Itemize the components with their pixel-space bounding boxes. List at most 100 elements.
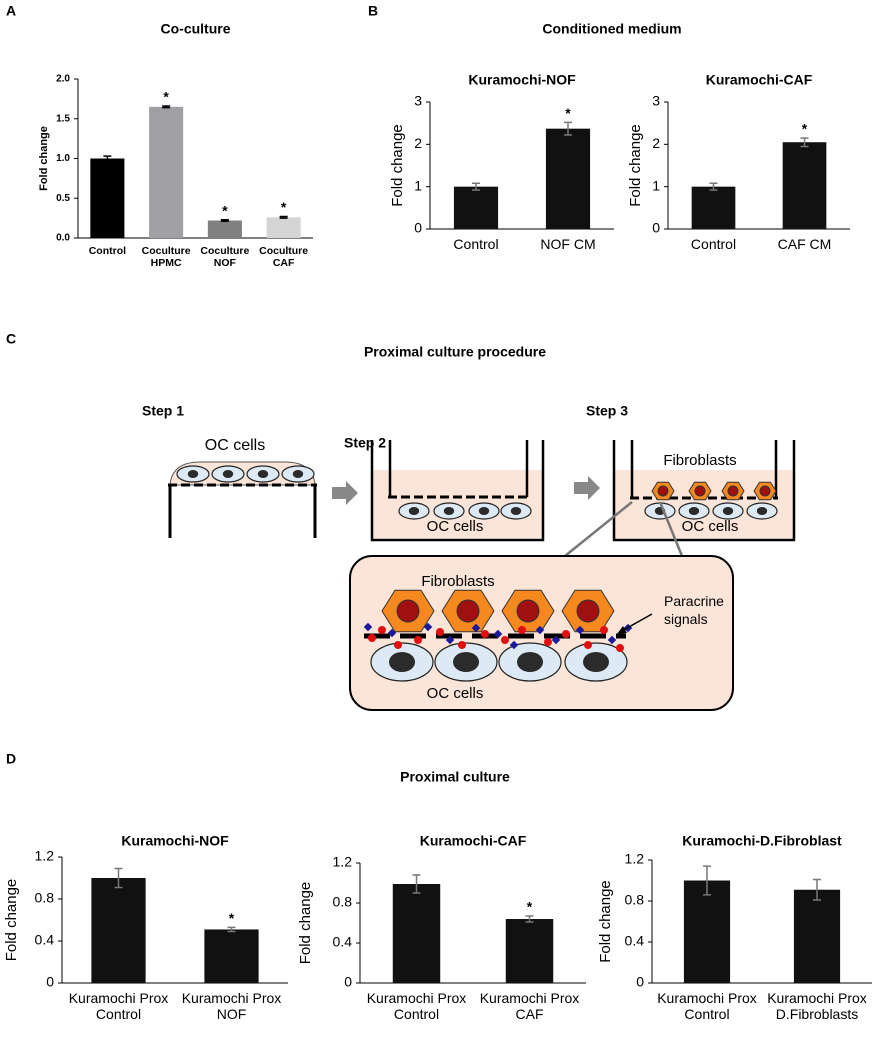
nucleus [759,485,771,497]
step-label: Step 3 [586,403,628,419]
y-tick-label: 0.5 [56,193,70,204]
chart: Kuramochi-NOF Fold change 0 0.4 0.8 1.2 * [3,833,288,990]
signal-diamond [535,625,545,635]
error-bar [412,874,421,894]
significance: * [527,899,533,915]
chart-title: Co-culture [161,21,231,37]
cell-label: OC cells [427,685,484,702]
group-title: Proximal culture [400,769,510,785]
error-bar [114,867,123,889]
zoom-line [564,501,684,557]
signal-dot [600,626,608,634]
y-tick-label: 0 [46,974,54,990]
signal-diamond [363,622,373,632]
bar [91,878,146,983]
chart: Kuramochi-CAF Fold change 0 0.4 0.8 1.2 * [297,833,586,990]
nucleus [257,470,269,478]
arrow [574,476,600,500]
y-tick-label: 2.0 [56,74,70,85]
error-bar [800,137,809,148]
nucleus [389,652,415,672]
chart-title: Kuramochi-CAF [706,72,813,88]
y-tick-label: 1.0 [56,153,70,164]
x-tick-label: Kuramochi Prox Control [68,990,169,1023]
x-tick-label: Control [88,245,127,257]
nucleus [756,507,768,515]
group-title: Conditioned medium [542,21,681,37]
cell-label: OC cells [205,437,265,454]
significance: * [802,121,808,137]
y-axis-label: Fold change [627,124,644,207]
x-tick-label: Control [453,236,499,252]
well [370,440,545,542]
y-tick-label: 0.4 [333,934,353,950]
bar [505,919,554,983]
x-tick-label: Control [690,236,737,252]
y-tick-label: 1.2 [625,851,645,867]
signal-dot [501,636,509,644]
y-tick-label: 2 [652,135,660,151]
y-tick-label: 0 [344,974,352,990]
significance: * [565,105,571,121]
signal-diamond [493,629,503,639]
bar [691,186,736,229]
signal-dot [616,644,624,652]
signal-diamond [551,635,561,645]
cell-label: OC cells [682,518,739,535]
error-bar [103,155,112,162]
signal-dot [562,630,570,638]
error-bar [813,878,821,901]
y-tick-label: 1 [652,177,660,193]
bar [207,220,242,238]
nucleus [694,485,706,497]
signal-diamond [607,635,617,645]
error-bar [279,215,288,219]
chart: Co-culture Fold change 0.0 0.5 1.0 1.5 2.0 * * * [38,21,313,244]
signal-dot [414,636,422,644]
nucleus [688,507,700,515]
nucleus [657,485,669,497]
signal-dot [458,641,466,649]
y-axis-label: Fold change [297,882,314,965]
signal-diamond [445,635,455,645]
signal-diamond [471,623,481,633]
chart: Kuramochi-D.Fibroblast Fold change 0 0.4 0.8… [597,833,872,990]
significance: * [281,199,287,215]
arrow [332,481,358,505]
x-tick-label: Coculture CAF [259,245,309,270]
nucleus [222,470,234,478]
signal-diamond [509,640,519,650]
significance: * [229,910,235,926]
nucleus [576,599,600,623]
bar [782,142,827,229]
y-axis-label: Fold change [38,126,50,191]
error-bar [220,218,229,223]
cell-label: Fibroblasts [421,573,494,590]
nucleus [292,470,304,478]
x-tick-label: Kuramochi Prox NOF [181,990,282,1023]
chart-title: Kuramochi-CAF [420,833,527,849]
y-tick-label: 3 [414,93,422,109]
panel-letters: A B C D [6,3,378,767]
panel-letter: C [6,331,16,347]
x-tick-label: Coculture NOF [200,245,250,270]
arrow-head [617,626,627,634]
chart: Kuramochi-CAF Fold change 0 1 2 3 * [627,72,850,236]
panel-letter: D [6,751,16,767]
y-axis-label: Fold change [3,879,20,962]
error-bar [564,121,572,136]
nucleus [478,507,490,515]
y-tick-label: 0.8 [35,890,55,906]
panel-letter: B [368,3,378,19]
signal-dot [518,626,526,634]
signal-diamond [575,625,585,635]
y-tick-label: 0 [652,220,660,236]
chart: Kuramochi-NOF Fold change 0 1 2 3 * [389,72,614,236]
y-tick-label: 0.8 [625,892,645,908]
cell-label: OC cells [427,518,484,535]
nucleus [583,652,609,672]
signal-dot [368,634,376,642]
bar [453,186,499,229]
insert [630,440,778,497]
